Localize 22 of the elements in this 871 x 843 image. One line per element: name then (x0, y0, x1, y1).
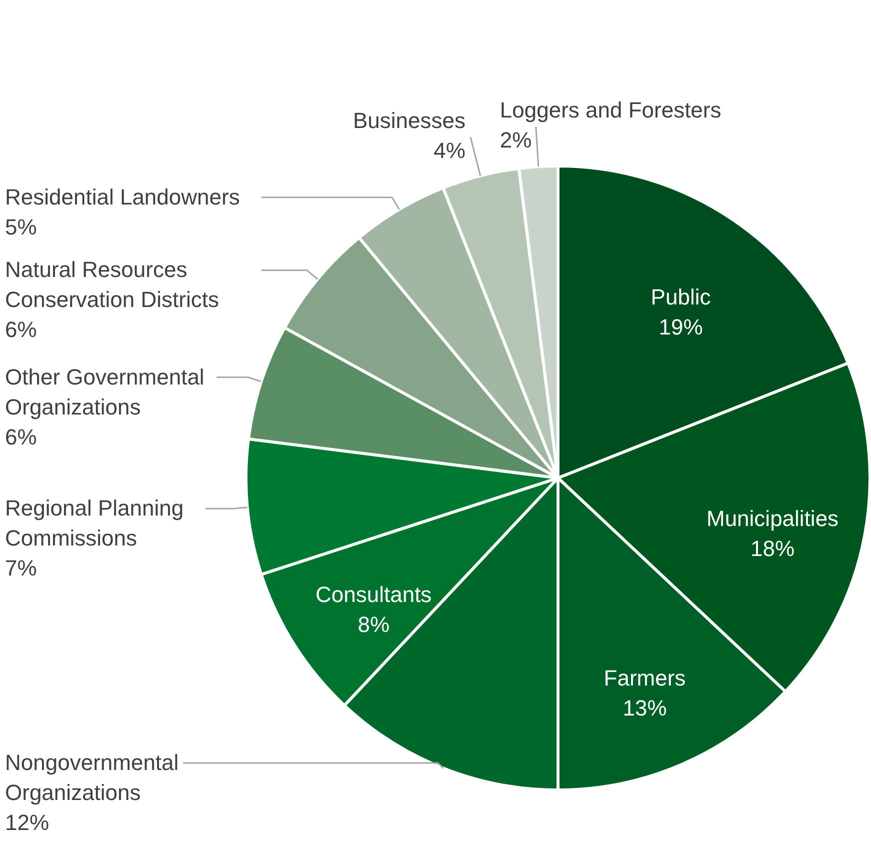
slice-label: Public (650, 284, 711, 310)
data-label: 8% (358, 612, 390, 638)
slice-label: Consultants (316, 582, 432, 608)
data-label: 19% (658, 314, 703, 340)
slice-label: Municipalities (706, 506, 839, 531)
data-label: 4% (434, 138, 466, 164)
data-label: 6% (5, 317, 37, 342)
slice-label: Farmers (604, 665, 686, 690)
data-label: 2% (500, 128, 532, 153)
data-label: 13% (622, 695, 667, 720)
slice-label: Other Governmental Organizations (5, 364, 204, 420)
slice-label: Businesses (352, 108, 466, 134)
data-label: 12% (5, 810, 50, 835)
slice-label: Nongovernmental Organizations (5, 750, 179, 805)
data-label: 6% (5, 424, 37, 450)
slice-label: Natural Resources Conservation Districts (5, 257, 219, 312)
data-label: 5% (5, 214, 37, 240)
slice-label: Regional Planning Commissions (5, 496, 184, 551)
slice-label: Residential Landowners (5, 184, 240, 210)
data-label: 7% (5, 556, 37, 581)
slice-label: Loggers and Foresters (500, 98, 722, 123)
data-label: 18% (750, 536, 795, 561)
